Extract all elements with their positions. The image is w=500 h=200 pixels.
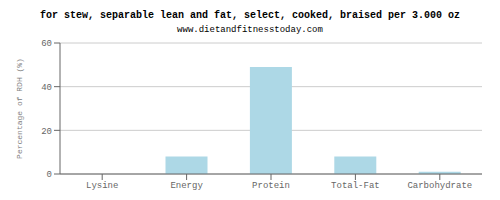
svg-text:Carbohydrate: Carbohydrate	[407, 181, 472, 191]
svg-text:Lysine: Lysine	[86, 181, 118, 191]
svg-text:Energy: Energy	[170, 181, 203, 191]
svg-text:60: 60	[41, 39, 52, 49]
svg-text:40: 40	[41, 83, 52, 93]
html-text:for stew, separable lean and f: for stew, separable lean and fat, select…	[40, 10, 460, 21]
svg-text:0: 0	[47, 170, 52, 180]
html-text:www.dietandfitnesstoday.com: www.dietandfitnesstoday.com	[177, 25, 323, 35]
svg-text:Percentage of RDH (%): Percentage of RDH (%)	[15, 58, 24, 159]
svg-text:Protein: Protein	[252, 181, 290, 191]
svg-text:Total-Fat: Total-Fat	[331, 181, 380, 191]
svg-text:20: 20	[41, 127, 52, 137]
